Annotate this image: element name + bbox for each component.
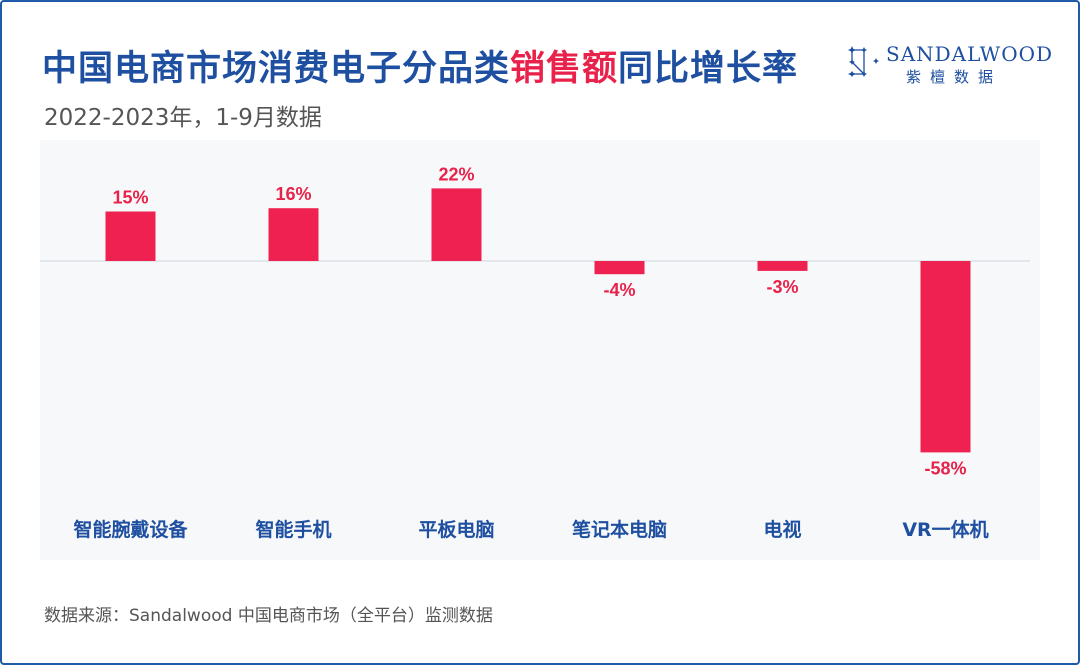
category-label-5: VR一体机 xyxy=(902,518,988,541)
data-label-3: -4% xyxy=(603,280,635,300)
data-label-1: 16% xyxy=(275,184,311,204)
constellation-logo-icon xyxy=(848,46,879,77)
title-part1: 中国电商市场消费电子分品类 xyxy=(42,49,511,89)
chart-title: 中国电商市场消费电子分品类销售额同比增长率 xyxy=(42,40,798,90)
category-label-2: 平板电脑 xyxy=(418,518,494,541)
logo-name: SANDALWOOD xyxy=(886,42,1054,66)
data-label-5: -58% xyxy=(924,458,966,478)
data-source-note: 数据来源：Sandalwood 中国电商市场（全平台）监测数据 xyxy=(44,606,493,626)
bar-1 xyxy=(268,208,319,261)
title-part2: 同比增长率 xyxy=(618,49,799,89)
category-label-0: 智能腕戴设备 xyxy=(73,518,188,541)
chart-area: 15% 智能腕戴设备 16% 智能手机 22% 平板电脑 -4% 笔记本电脑 -3% 电视 -58%… xyxy=(40,140,1040,560)
data-label-4: -3% xyxy=(766,277,798,297)
category-label-3: 笔记本电脑 xyxy=(572,518,667,541)
bar-2 xyxy=(431,188,482,261)
title-highlight: 销售额 xyxy=(510,49,619,89)
bar-chart: 15% 智能腕戴设备 16% 智能手机 22% 平板电脑 -4% 笔记本电脑 -3% 电视 -58%… xyxy=(40,164,1030,541)
bar-4 xyxy=(757,261,808,271)
data-label-2: 22% xyxy=(438,164,474,184)
category-label-4: 电视 xyxy=(763,518,801,541)
bar-0 xyxy=(105,211,156,261)
data-label-0: 15% xyxy=(112,188,148,208)
bar-3 xyxy=(594,261,645,275)
bar-5 xyxy=(920,261,971,453)
logo-cn-name: 紫檀数据 xyxy=(906,68,1003,86)
category-label-1: 智能手机 xyxy=(255,518,331,541)
chart-subtitle: 2022-2023年，1-9月数据 xyxy=(44,105,322,131)
brand-logo: SANDALWOOD 紫檀数据 xyxy=(846,42,1052,88)
